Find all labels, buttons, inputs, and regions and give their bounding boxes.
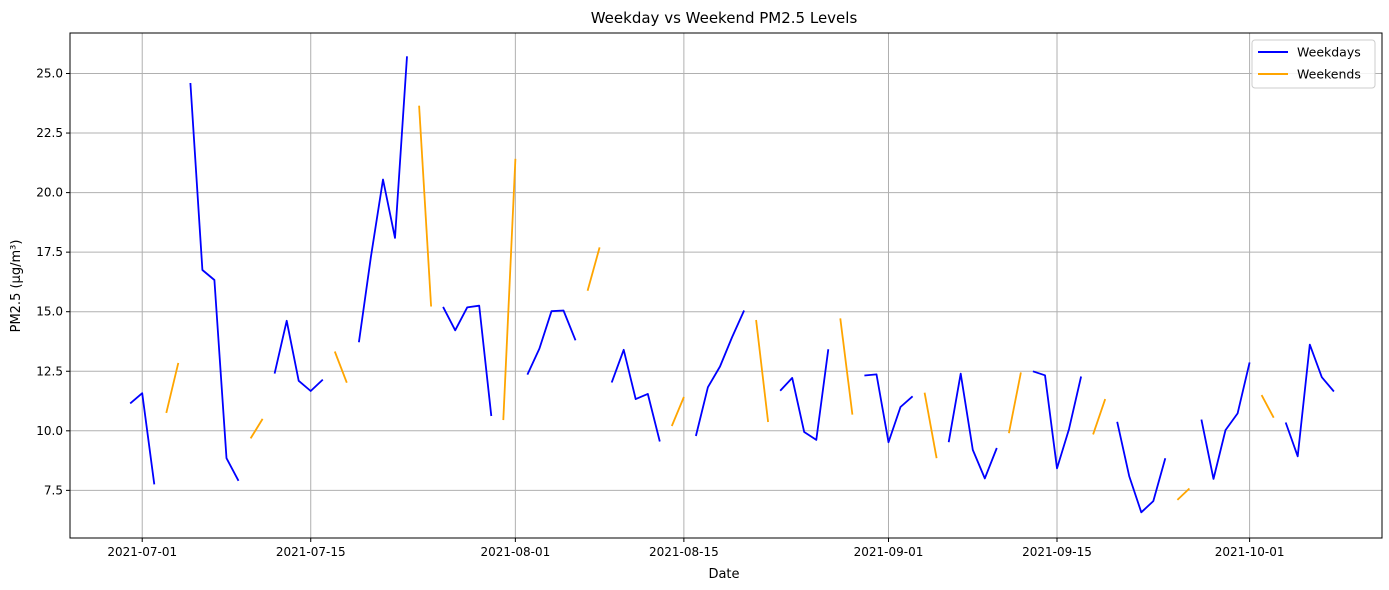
y-axis-label: PM2.5 (µg/m³): [9, 240, 24, 333]
weekdays-line-segment: [695, 310, 745, 437]
x-axis-label: Date: [708, 567, 739, 582]
gridlines: [70, 33, 1382, 538]
legend: Weekdays Weekends: [1251, 39, 1376, 89]
x-tick-label: 2021-10-01: [1215, 545, 1285, 559]
x-tick-label: 2021-09-01: [854, 545, 924, 559]
series-lines: [129, 56, 1335, 514]
legend-label-weekdays: Weekdays: [1297, 45, 1361, 60]
plot-area: [70, 33, 1382, 538]
weekdays-line-segment: [947, 372, 998, 480]
x-tick-label: 2021-07-01: [107, 545, 177, 559]
y-tick-label: 20.0: [36, 186, 63, 200]
weekends-line-segment: [586, 247, 601, 291]
y-tick-label: 10.0: [36, 424, 63, 438]
series-weekdays: [129, 56, 1335, 514]
legend-label-weekends: Weekends: [1297, 67, 1361, 82]
weekends-line-segment: [923, 392, 938, 459]
plot-frame: [69, 32, 1383, 539]
x-tick-label: 2021-09-15: [1022, 545, 1092, 559]
weekends-line-segment: [755, 319, 769, 423]
weekdays-line-segment: [273, 319, 324, 392]
weekends-line-segment: [418, 105, 432, 307]
y-axis-ticks: 7.5 10.0 12.5 15.0 17.5 20.0 22.5 25.0: [36, 66, 70, 497]
y-tick-label: 22.5: [36, 126, 63, 140]
weekends-line-segment: [333, 351, 348, 384]
weekdays-line-segment: [864, 373, 914, 444]
weekends-line-segment: [249, 418, 264, 439]
y-tick-label: 12.5: [36, 364, 63, 378]
weekdays-line-segment: [1116, 421, 1167, 514]
x-axis-ticks: 2021-07-01 2021-07-15 2021-08-01 2021-08-15…: [107, 538, 1284, 559]
weekdays-line-segment: [129, 392, 156, 485]
chart-title: Weekday vs Weekend PM2.5 Levels: [591, 9, 858, 27]
weekdays-line-segment: [358, 56, 408, 343]
x-tick-label: 2021-07-15: [276, 545, 346, 559]
weekends-line-segment: [1092, 398, 1107, 435]
weekdays-line-segment: [189, 82, 240, 482]
weekdays-line-segment: [526, 309, 577, 375]
weekdays-line-segment: [442, 304, 493, 417]
y-tick-label: 17.5: [36, 245, 63, 259]
weekends-line-segment: [1260, 394, 1275, 419]
y-tick-label: 25.0: [36, 66, 63, 80]
weekends-line-segment: [670, 396, 685, 427]
x-tick-label: 2021-08-01: [480, 545, 550, 559]
weekdays-line-segment: [779, 349, 830, 441]
weekdays-line-segment: [610, 348, 661, 442]
series-weekends: [165, 105, 1275, 501]
weekdays-line-segment: [1284, 343, 1335, 458]
y-tick-label: 7.5: [44, 483, 63, 497]
weekdays-line-segment: [1032, 370, 1082, 470]
weekends-line-segment: [839, 318, 854, 415]
weekends-line-segment: [502, 158, 517, 421]
weekends-line-segment: [1008, 372, 1022, 434]
weekends-line-segment: [1176, 487, 1191, 501]
x-tick-label: 2021-08-15: [649, 545, 719, 559]
y-tick-label: 15.0: [36, 305, 63, 319]
weekdays-line-segment: [1200, 362, 1251, 480]
weekends-line-segment: [165, 362, 180, 414]
